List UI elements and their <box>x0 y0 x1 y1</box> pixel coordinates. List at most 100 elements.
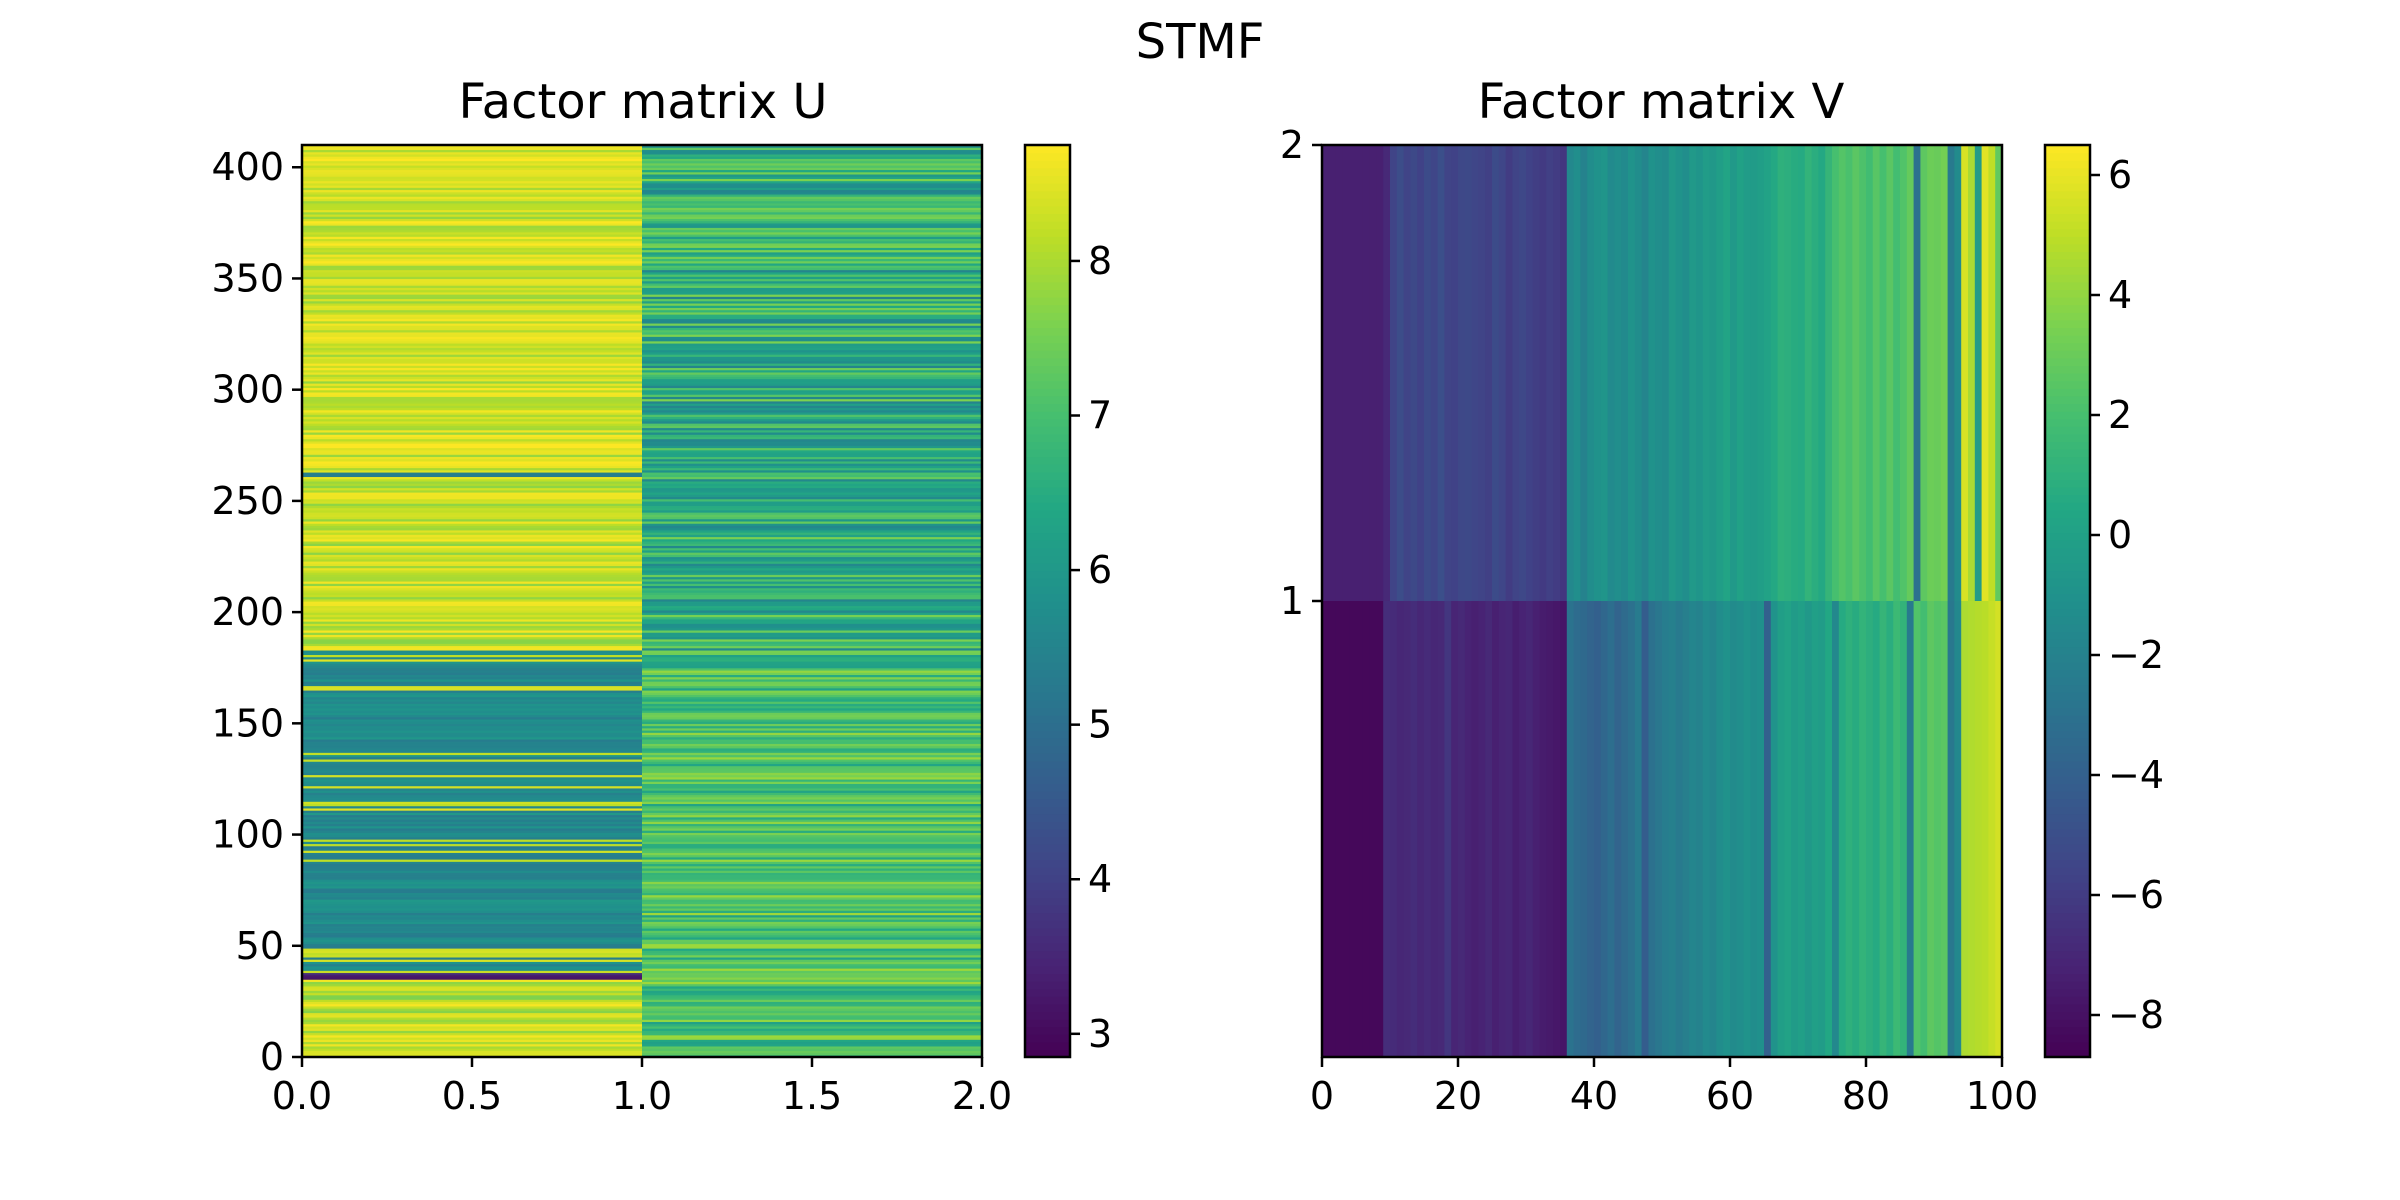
panel-v-colorbar-step <box>2045 319 2090 328</box>
panel-v-cell <box>1995 145 2003 602</box>
panel-u-cell <box>302 674 643 678</box>
panel-v-cell <box>1662 145 1670 602</box>
panel-v-colorbar-step <box>2045 145 2090 154</box>
panel-u-cell <box>642 879 983 882</box>
panel-u-cell <box>642 845 983 849</box>
panel-v-cell <box>1464 601 1473 1058</box>
panel-u-colorbar-step <box>1025 608 1070 617</box>
panel-v-cell <box>1689 145 1697 602</box>
panel-v-cell <box>1587 601 1595 1058</box>
panel-u-cell <box>642 149 983 153</box>
panel-u-cell <box>302 251 643 255</box>
panel-u-colorbar-step <box>1025 889 1070 898</box>
panel-u-colorbar-step <box>1025 487 1070 496</box>
panel-u-cell <box>642 912 983 916</box>
panel-v-colorbar-step <box>2045 540 2090 549</box>
panel-u-cell <box>642 678 983 682</box>
panel-u-cell <box>642 492 983 495</box>
panel-u-cell <box>302 1030 643 1034</box>
panel-u-cell <box>302 738 643 742</box>
panel-u-cell <box>642 383 983 386</box>
panel-v-colorbar <box>2045 145 2090 1058</box>
panel-u-cell <box>642 730 983 733</box>
panel-v-cell <box>1893 601 1901 1058</box>
panel-u-cell <box>642 939 983 942</box>
panel-u-cell <box>302 623 643 627</box>
panel-v-colorbar-step <box>2045 433 2090 442</box>
panel-u-cell <box>642 1048 983 1051</box>
panel-u-cell <box>642 240 983 244</box>
panel-v-cell <box>1770 145 1779 602</box>
panel-u-cell <box>302 358 643 362</box>
panel-u-cell <box>642 578 983 582</box>
panel-u-cell <box>302 1050 643 1054</box>
panel-u-colorbar-step <box>1025 388 1070 397</box>
panel-v-cell <box>1580 145 1588 602</box>
panel-v-cell <box>1607 601 1615 1058</box>
panel-u-cell <box>302 545 643 549</box>
panel-u-colorbar-step <box>1025 813 1070 822</box>
panel-u-cell <box>642 387 983 391</box>
panel-u-cell <box>642 514 983 518</box>
panel-v-cell <box>1736 601 1745 1058</box>
panel-u-cell <box>302 254 643 257</box>
panel-u-cell <box>302 999 643 1002</box>
panel-u-cell <box>642 674 983 678</box>
panel-u-cell <box>642 349 983 353</box>
panel-u-cell <box>642 990 983 994</box>
panel-u-cell <box>642 961 983 965</box>
panel-u-cell <box>302 696 643 700</box>
panel-u-cell <box>302 256 643 260</box>
panel-u-cell <box>302 916 643 920</box>
panel-u-cell <box>642 941 983 945</box>
panel-u-cell <box>302 229 643 233</box>
panel-u-cell <box>642 750 983 753</box>
panel-v-cell <box>1532 601 1541 1058</box>
panel-v-cell <box>1369 601 1377 1058</box>
panel-u-cell <box>302 227 643 231</box>
panel-u-cell <box>302 458 643 462</box>
panel-v-colorbar-step <box>2045 859 2090 868</box>
panel-v-cell <box>1641 145 1649 602</box>
panel-u-cell <box>642 236 983 240</box>
panel-v-cell <box>1335 145 1343 602</box>
panel-u-cell <box>302 914 643 918</box>
panel-u-cell <box>642 685 983 689</box>
panel-u-cell <box>642 407 983 411</box>
panel-u-cell <box>642 839 983 842</box>
panel-v-colorbar-step <box>2045 654 2090 663</box>
panel-u-colorbar-step <box>1025 844 1070 853</box>
panel-u-cell <box>302 187 643 191</box>
panel-u-cell <box>642 151 983 155</box>
panel-v-colorbar-step <box>2045 494 2090 503</box>
panel-v-colorbar-step <box>2045 563 2090 572</box>
panel-u-colorbar-step <box>1025 745 1070 754</box>
panel-u-colorbar-step <box>1025 699 1070 708</box>
panel-u-cell <box>302 861 643 865</box>
panel-u-cell <box>302 641 643 644</box>
panel-v-cell <box>1573 601 1581 1058</box>
panel-u-cell <box>642 389 983 393</box>
panel-u-cell <box>642 338 983 342</box>
panel-v-cell <box>1532 145 1541 602</box>
panel-u-cell <box>302 418 643 422</box>
panel-u-cell <box>642 156 983 159</box>
panel-v-cell <box>1424 601 1432 1058</box>
panel-u-cell <box>302 752 643 756</box>
panel-u-cell <box>302 151 643 155</box>
panel-u-cell <box>642 738 983 742</box>
panel-u-colorbar-step <box>1025 722 1070 731</box>
panel-u-cell <box>642 1050 983 1054</box>
panel-v-cell <box>1383 601 1391 1058</box>
panel-u-x-tick-label: 1.0 <box>612 1074 672 1118</box>
panel-u-colorbar-step <box>1025 251 1070 260</box>
panel-u-cell <box>642 296 983 300</box>
panel-u-cell <box>642 1016 983 1020</box>
panel-v-colorbar-step <box>2045 760 2090 769</box>
panel-u-cell <box>302 703 643 707</box>
panel-u-cell <box>302 683 643 687</box>
panel-v-cell <box>1478 145 1486 602</box>
panel-v-cell <box>1594 145 1602 602</box>
panel-v-colorbar-step <box>2045 867 2090 876</box>
panel-u-cell <box>642 238 983 242</box>
